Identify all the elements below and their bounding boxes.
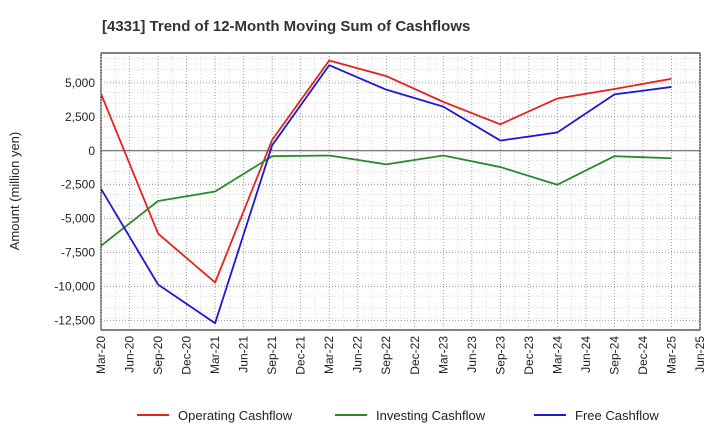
x-tick-label: Dec-23 <box>522 336 536 375</box>
legend: Operating Cashflow Investing Cashflow Free… <box>137 408 659 423</box>
x-tick-label: Jun-23 <box>465 336 479 373</box>
x-tick-label: Dec-22 <box>408 336 422 375</box>
series-line <box>100 154 672 247</box>
x-tick-label: Dec-24 <box>636 336 650 375</box>
x-tick-label: Dec-20 <box>180 336 194 375</box>
x-tick-label: Mar-23 <box>436 336 450 374</box>
x-tick-label: Mar-21 <box>208 336 222 374</box>
y-tick-label: -2,500 <box>61 178 95 192</box>
x-tick-label: Jun-22 <box>351 336 365 373</box>
x-tick-label: Mar-22 <box>322 336 336 374</box>
x-tick-label: Jun-20 <box>123 336 137 373</box>
x-axis-ticks: Mar-20 Jun-20 Sep-20 Dec-20 Mar-21 Jun-21 Sep-… <box>94 336 707 375</box>
y-tick-label: -5,000 <box>61 212 95 226</box>
legend-label: Investing Cashflow <box>376 408 486 423</box>
y-axis-ticks: 5,000 2,500 0 -2,500 -5,000 -7,500 -10,000 -12,… <box>54 76 95 328</box>
x-tick-label: Jun-25 <box>693 336 707 373</box>
y-tick-label: 2,500 <box>65 110 95 124</box>
y-tick-label: 5,000 <box>65 76 95 90</box>
x-tick-label: Dec-21 <box>294 336 308 375</box>
series-lines <box>100 59 672 325</box>
y-tick-label: -12,500 <box>54 313 95 327</box>
x-tick-label: Sep-20 <box>151 336 165 375</box>
x-tick-label: Sep-21 <box>265 336 279 375</box>
x-tick-label: Jun-24 <box>579 336 593 373</box>
x-tick-label: Sep-22 <box>379 336 393 375</box>
legend-label: Operating Cashflow <box>178 408 293 423</box>
series-line <box>100 64 672 325</box>
x-tick-label: Jun-21 <box>237 336 251 373</box>
x-tick-label: Mar-24 <box>550 336 564 374</box>
x-tick-label: Mar-25 <box>664 336 678 374</box>
chart-title: [4331] Trend of 12-Month Moving Sum of C… <box>102 18 470 35</box>
y-tick-label: -7,500 <box>61 246 95 260</box>
x-tick-label: Sep-24 <box>607 336 621 375</box>
series-line <box>100 59 672 284</box>
y-tick-label: -10,000 <box>54 280 95 294</box>
x-tick-label: Mar-20 <box>94 336 108 374</box>
y-axis-label: Amount (million yen) <box>7 132 22 251</box>
x-tick-label: Sep-23 <box>493 336 507 375</box>
legend-label: Free Cashflow <box>575 408 659 423</box>
y-tick-label: 0 <box>88 144 95 158</box>
